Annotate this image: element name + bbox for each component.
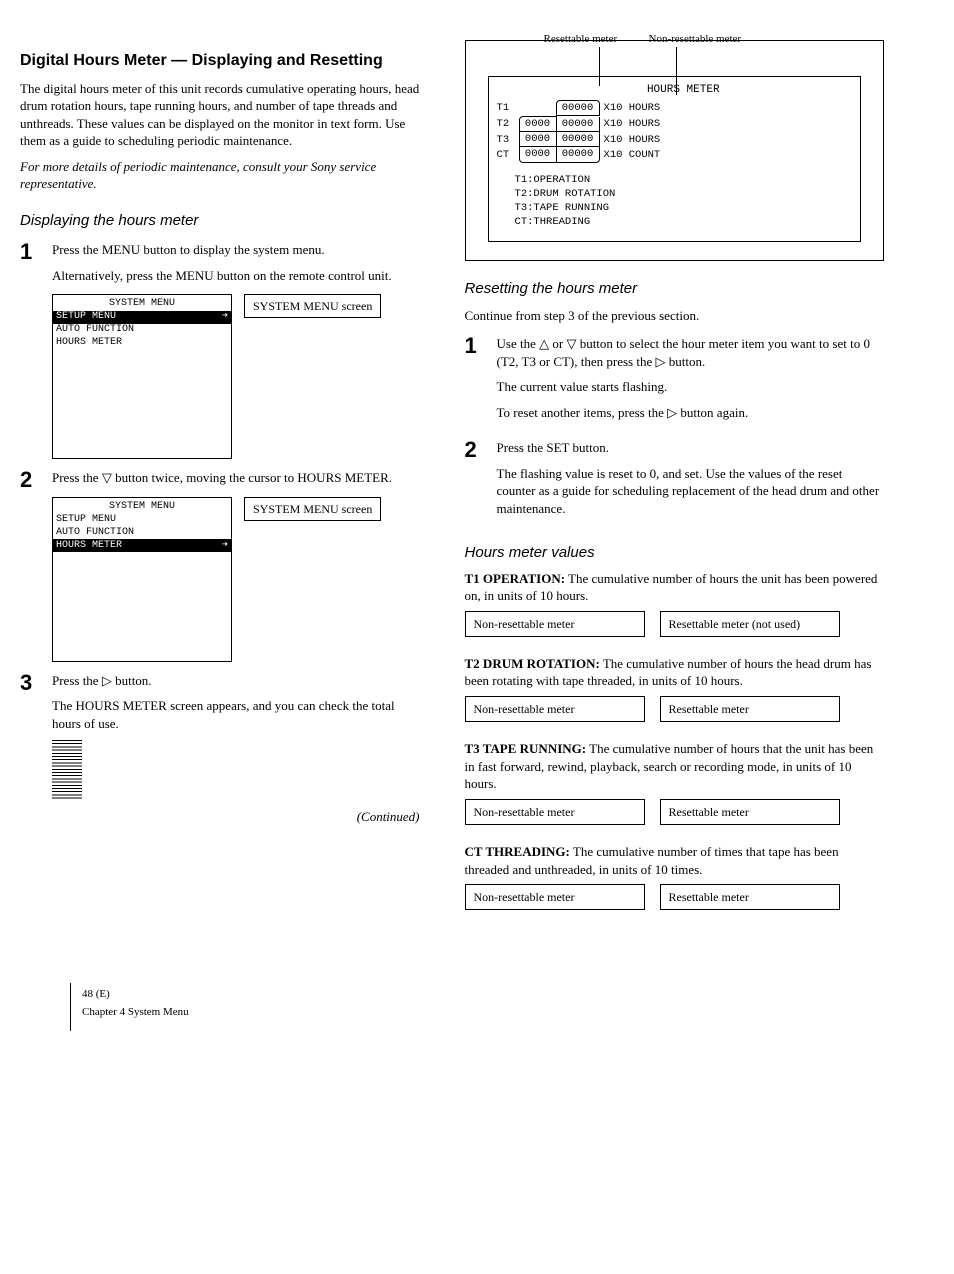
hm-row-0-unit: X10 HOURS <box>600 101 661 115</box>
hm-row-1-r: 0000 <box>519 116 557 132</box>
hm-row-2-r: 0000 <box>519 132 557 147</box>
footer-chapter: Chapter 4 System Menu <box>82 1005 189 1020</box>
figure-1-label: SYSTEM MENU screen <box>244 294 381 318</box>
hm-row-2-n: 00000 <box>556 132 600 147</box>
val-4-box-1: Non-resettable meter <box>465 884 645 910</box>
screen-1-title: SYSTEM MENU <box>53 295 231 311</box>
step-1-text: Press the MENU button to display the sys… <box>52 241 420 259</box>
reset-step-1-text: Use the △ or ▽ button to select the hour… <box>497 335 884 370</box>
hours-meter-panel: Resettable meter Non-resettable meter HO… <box>488 76 861 242</box>
hm-row-3-unit: X10 COUNT <box>600 148 661 162</box>
step-3-text: Press the ▷ button. <box>52 672 420 690</box>
arrow-right-icon: ➔ <box>222 310 228 324</box>
hm-row-3-r: 0000 <box>519 147 557 162</box>
val-3-box-2: Resettable meter <box>660 799 840 825</box>
screen-1-row-0: SETUP MENU <box>56 310 116 324</box>
screen-2-row-0: SETUP MENU <box>56 513 116 527</box>
hm-row-2-lab: T3 <box>497 133 519 147</box>
figure-1: SYSTEM MENU SETUP MENU ➔ AUTO FUNCTION H… <box>52 294 420 459</box>
subtitle-resetting: Resetting the hours meter <box>465 279 884 299</box>
hm-note-2: T3:TAPE RUNNING <box>515 201 854 215</box>
leader-line-2 <box>676 47 677 95</box>
val-4-box-2: Resettable meter <box>660 884 840 910</box>
reset-intro: Continue from step 3 of the previous sec… <box>465 307 884 325</box>
reset-step-1-after1: The current value starts flashing. <box>497 378 884 396</box>
reset-step-1: 1 Use the △ or ▽ button to select the ho… <box>465 335 884 429</box>
step-3-after: The HOURS METER screen appears, and you … <box>52 697 420 732</box>
subtitle-displaying: Displaying the hours meter <box>20 211 420 231</box>
hm-row-3-n: 00000 <box>556 147 600 162</box>
val-2-box-2: Resettable meter <box>660 696 840 722</box>
step-num-1: 1 <box>20 241 40 459</box>
val-3-head: T3 TAPE RUNNING: <box>465 741 587 756</box>
step-num-3: 3 <box>20 672 40 834</box>
reset-step-num-2: 2 <box>465 439 485 525</box>
val-2-head: T2 DRUM ROTATION: <box>465 656 600 671</box>
hm-row-1-unit: X10 HOURS <box>600 117 661 131</box>
reset-step-num-1: 1 <box>465 335 485 429</box>
hm-row-0-lab: T1 <box>497 101 519 115</box>
page-number: 48 (E) <box>82 987 110 1002</box>
intro-paragraph: The digital hours meter of this unit rec… <box>20 80 420 150</box>
continued-marker-lines <box>52 740 82 800</box>
hours-meter-panel-frame: Resettable meter Non-resettable meter HO… <box>465 40 884 261</box>
hm-row-2-unit: X10 HOURS <box>600 133 661 147</box>
step-3: 3 Press the ▷ button. The HOURS METER sc… <box>20 672 420 834</box>
screen-2-title: SYSTEM MENU <box>53 498 231 514</box>
step-2: 2 Press the ▽ button twice, moving the c… <box>20 469 420 662</box>
right-column: Resettable meter Non-resettable meter HO… <box>465 40 884 928</box>
step-1-text-2: Alternatively, press the MENU button on … <box>52 267 420 285</box>
hm-note-0: T1:OPERATION <box>515 173 854 187</box>
screen-1: SYSTEM MENU SETUP MENU ➔ AUTO FUNCTION H… <box>52 294 232 459</box>
hm-note-1: T2:DRUM ROTATION <box>515 187 854 201</box>
figure-2: SYSTEM MENU SETUP MENU AUTO FUNCTION HOU… <box>52 497 420 662</box>
val-1-box-1: Non-resettable meter <box>465 611 645 637</box>
hm-row-3-lab: CT <box>497 148 519 162</box>
section-title-hours-meter: Digital Hours Meter — Displaying and Res… <box>20 50 420 72</box>
screen-2: SYSTEM MENU SETUP MENU AUTO FUNCTION HOU… <box>52 497 232 662</box>
left-column: Digital Hours Meter — Displaying and Res… <box>20 40 420 928</box>
reset-step-1-after2: To reset another items, press the ▷ butt… <box>497 404 884 422</box>
hm-note-3: CT:THREADING <box>515 215 854 229</box>
reset-step-2-after: The flashing value is reset to 0, and se… <box>497 465 884 518</box>
leader-line-1 <box>599 47 600 86</box>
page-footer: 48 (E) Chapter 4 System Menu <box>20 983 884 1031</box>
val-2-box-1: Non-resettable meter <box>465 696 645 722</box>
screen-1-row-2: HOURS METER <box>56 336 122 350</box>
val-1-box-2: Resettable meter (not used) <box>660 611 840 637</box>
figure-2-label: SYSTEM MENU screen <box>244 497 381 521</box>
hm-row-0-n: 00000 <box>556 100 600 116</box>
screen-1-row-1: AUTO FUNCTION <box>56 323 134 337</box>
hm-row-1-n: 00000 <box>556 117 600 132</box>
val-4-head: CT THREADING: <box>465 844 570 859</box>
hm-row-1-lab: T2 <box>497 117 519 131</box>
reset-step-2: 2 Press the SET button. The flashing val… <box>465 439 884 525</box>
screen-2-row-1: AUTO FUNCTION <box>56 526 134 540</box>
screen-2-row-2: HOURS METER <box>56 539 122 553</box>
arrow-right-icon: ➔ <box>222 539 228 553</box>
step-1: 1 Press the MENU button to display the s… <box>20 241 420 459</box>
val-1-head: T1 OPERATION: <box>465 571 566 586</box>
intro-note: For more details of periodic maintenance… <box>20 158 420 193</box>
reset-step-2-text: Press the SET button. <box>497 439 884 457</box>
leader-label-nonresettable: Non-resettable meter <box>649 32 742 47</box>
step-num-2: 2 <box>20 469 40 662</box>
continued-label: (Continued) <box>52 808 420 826</box>
hm-title: HOURS METER <box>495 83 854 98</box>
val-3-box-1: Non-resettable meter <box>465 799 645 825</box>
leader-label-resettable: Resettable meter <box>544 32 618 47</box>
subtitle-values: Hours meter values <box>465 543 884 563</box>
step-2-text: Press the ▽ button twice, moving the cur… <box>52 469 420 487</box>
